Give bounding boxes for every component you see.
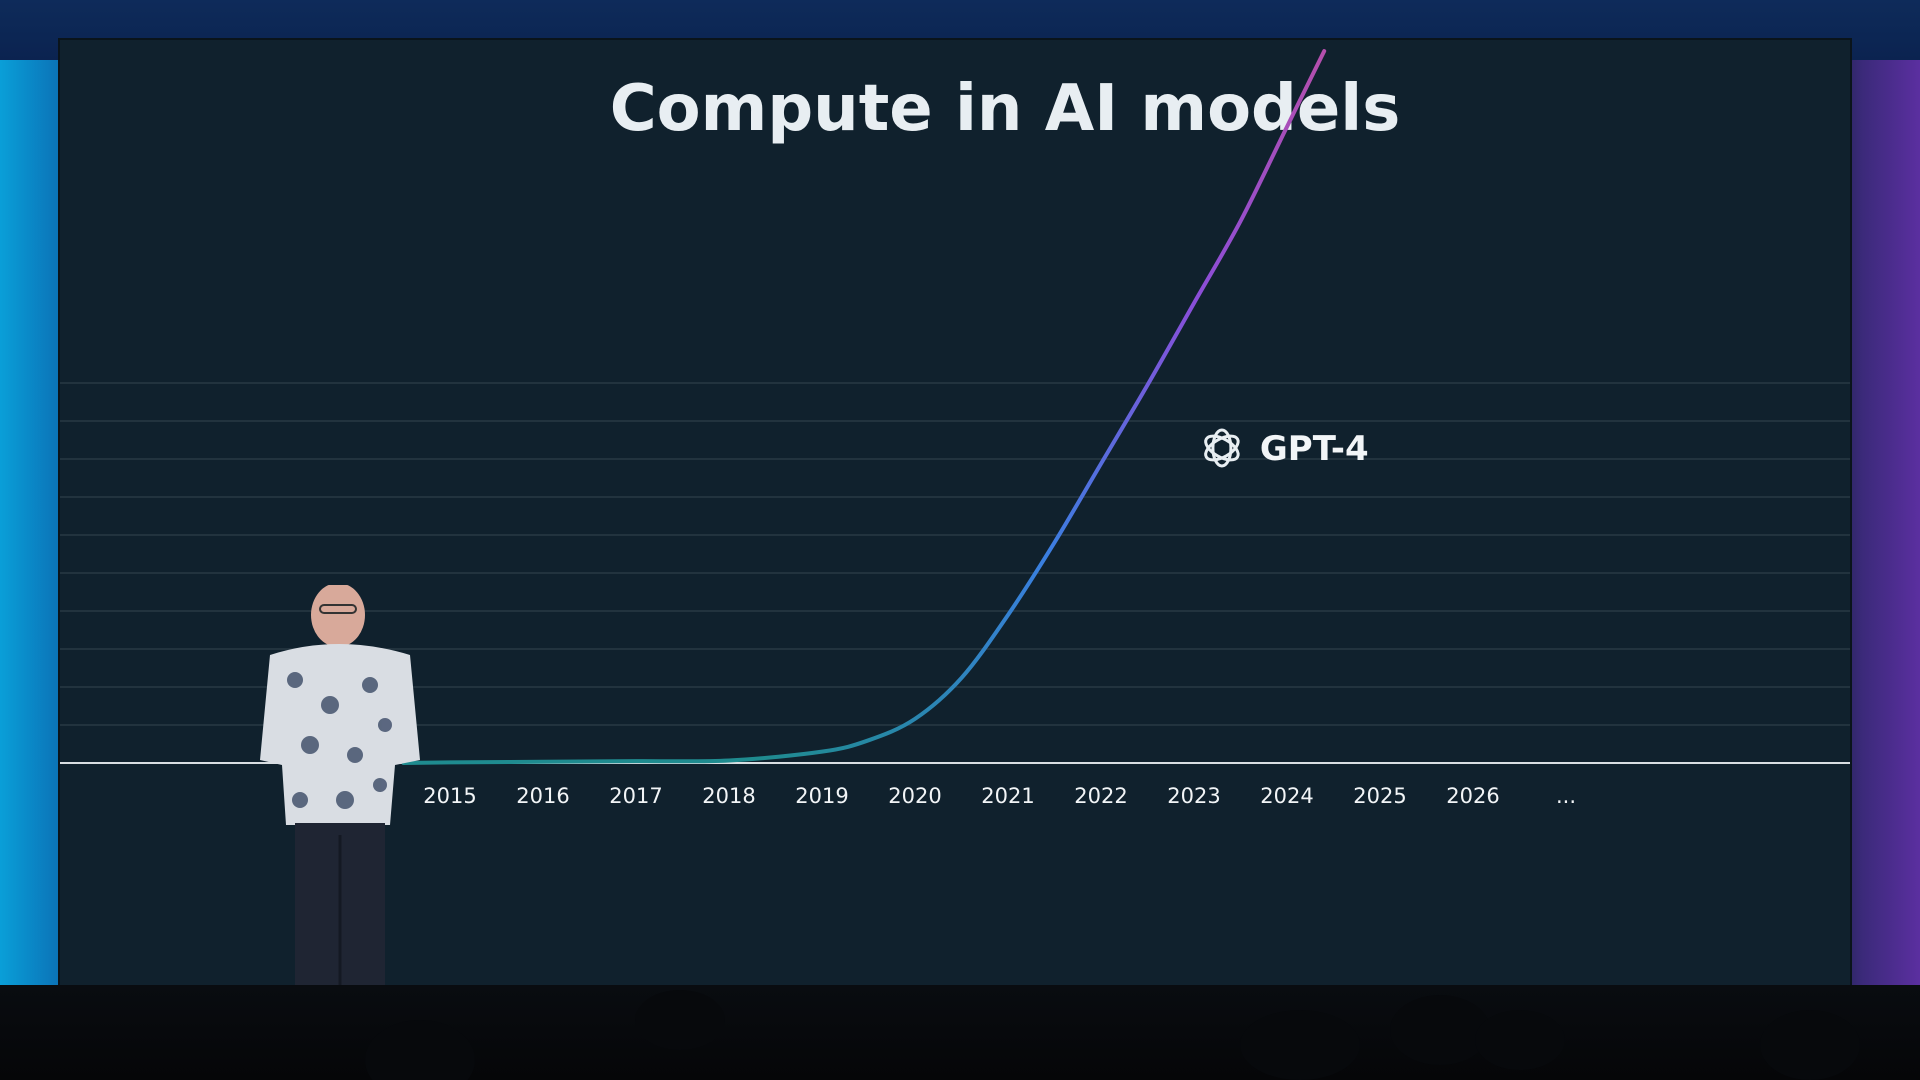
compute-chart: Compute in AI models 2015 2016 2017 2018 201… [60,49,1850,808]
stage-floor [0,985,1920,1080]
x-tick-label: 2025 [1353,784,1406,808]
x-tick-label: 2018 [702,784,755,808]
compute-curve [401,49,1327,765]
gpt4-label: GPT-4 [1260,429,1369,469]
x-tick-label: 2015 [423,784,476,808]
x-tick-label: 2026 [1446,784,1499,808]
x-tick-labels: 2015 2016 2017 2018 2019 2020 2021 2022 2023 2024… [423,784,1576,808]
x-tick-label: 2020 [888,784,941,808]
x-tick-label: 2021 [981,784,1034,808]
x-tick-label: ... [1556,784,1576,808]
x-tick-label: 2022 [1074,784,1127,808]
gpt4-annotation: GPT-4 [1204,428,1369,469]
x-tick-label: 2019 [795,784,848,808]
presenter-figure [250,583,430,990]
x-tick-label: 2024 [1260,784,1313,808]
gridlines [60,382,1850,726]
x-tick-label: 2023 [1167,784,1220,808]
openai-logo-icon [1204,428,1240,468]
x-tick-label: 2017 [609,784,662,808]
x-tick-label: 2016 [516,784,569,808]
audience-silhouettes [365,990,1860,1080]
chart-title: Compute in AI models [610,72,1401,146]
